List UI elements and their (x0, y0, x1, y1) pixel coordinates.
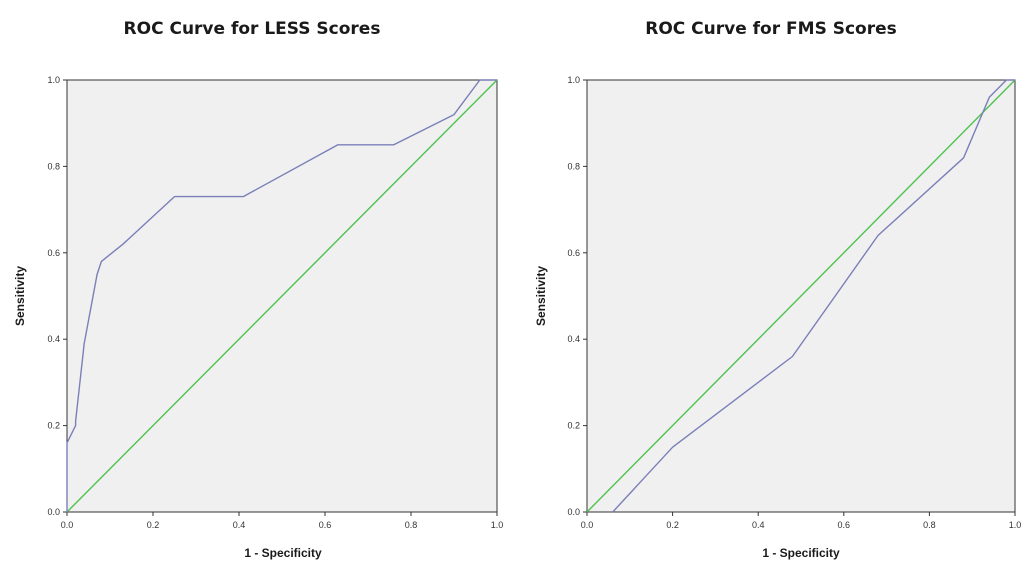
x-axis-label-less: 1 - Specificity (244, 546, 322, 560)
y-tick-label-less: 1.0 (47, 75, 60, 85)
axis-ticks-fms: 0.0 0.2 0.4 0.6 0.8 1.0 0.0 0.2 0.4 0.6 0.8 1.0 (567, 75, 1021, 530)
x-tick-label-less: 0.8 (405, 520, 418, 530)
x-tick-label-fms: 0.0 (581, 520, 594, 530)
x-tick-label-less: 0.0 (61, 520, 74, 530)
roc-curve-line-fms (612, 79, 1015, 513)
y-tick-label-fms: 0.2 (567, 421, 580, 431)
roc-curve-line-less (66, 79, 497, 512)
y-axis-label-fms: Sensitivity (534, 266, 548, 326)
chart-title-fms: ROC Curve for FMS Scores (645, 19, 897, 39)
roc-fms-panel: ROC Curve for FMS Scores 1 - Specificity… (534, 19, 1021, 560)
chart-title-less: ROC Curve for LESS Scores (124, 19, 381, 39)
x-tick-label-fms: 0.8 (923, 520, 936, 530)
y-tick-label-less: 0.6 (47, 248, 60, 258)
y-tick-label-fms: 0.8 (567, 161, 580, 171)
series-group-less (66, 79, 498, 513)
axis-ticks-less: 0.0 0.2 0.4 0.6 0.8 1.0 0.0 0.2 0.4 0.6 0.8 1.0 (47, 75, 503, 530)
reference-diagonal-line-less (66, 79, 498, 513)
y-tick-label-less: 0.0 (47, 507, 60, 517)
y-tick-label-less: 0.8 (47, 161, 60, 171)
x-tick-label-fms: 0.4 (752, 520, 765, 530)
x-axis-label-fms: 1 - Specificity (762, 546, 840, 560)
y-tick-label-fms: 0.6 (567, 248, 580, 258)
x-tick-label-less: 1.0 (491, 520, 504, 530)
roc-less-panel: ROC Curve for LESS Scores 1 - Specificit… (13, 19, 503, 560)
y-tick-label-fms: 0.4 (567, 334, 580, 344)
series-group-fms (586, 79, 1016, 513)
x-tick-label-fms: 0.2 (666, 520, 679, 530)
x-tick-label-fms: 1.0 (1009, 520, 1022, 530)
x-tick-label-less: 0.4 (233, 520, 246, 530)
y-axis-label-less: Sensitivity (13, 266, 27, 326)
reference-diagonal-line-fms (586, 79, 1016, 513)
x-tick-label-fms: 0.6 (838, 520, 851, 530)
y-tick-label-fms: 1.0 (567, 75, 580, 85)
y-tick-label-less: 0.2 (47, 421, 60, 431)
y-tick-label-less: 0.4 (47, 334, 60, 344)
x-tick-label-less: 0.2 (147, 520, 160, 530)
x-tick-label-less: 0.6 (319, 520, 332, 530)
y-tick-label-fms: 0.0 (567, 507, 580, 517)
